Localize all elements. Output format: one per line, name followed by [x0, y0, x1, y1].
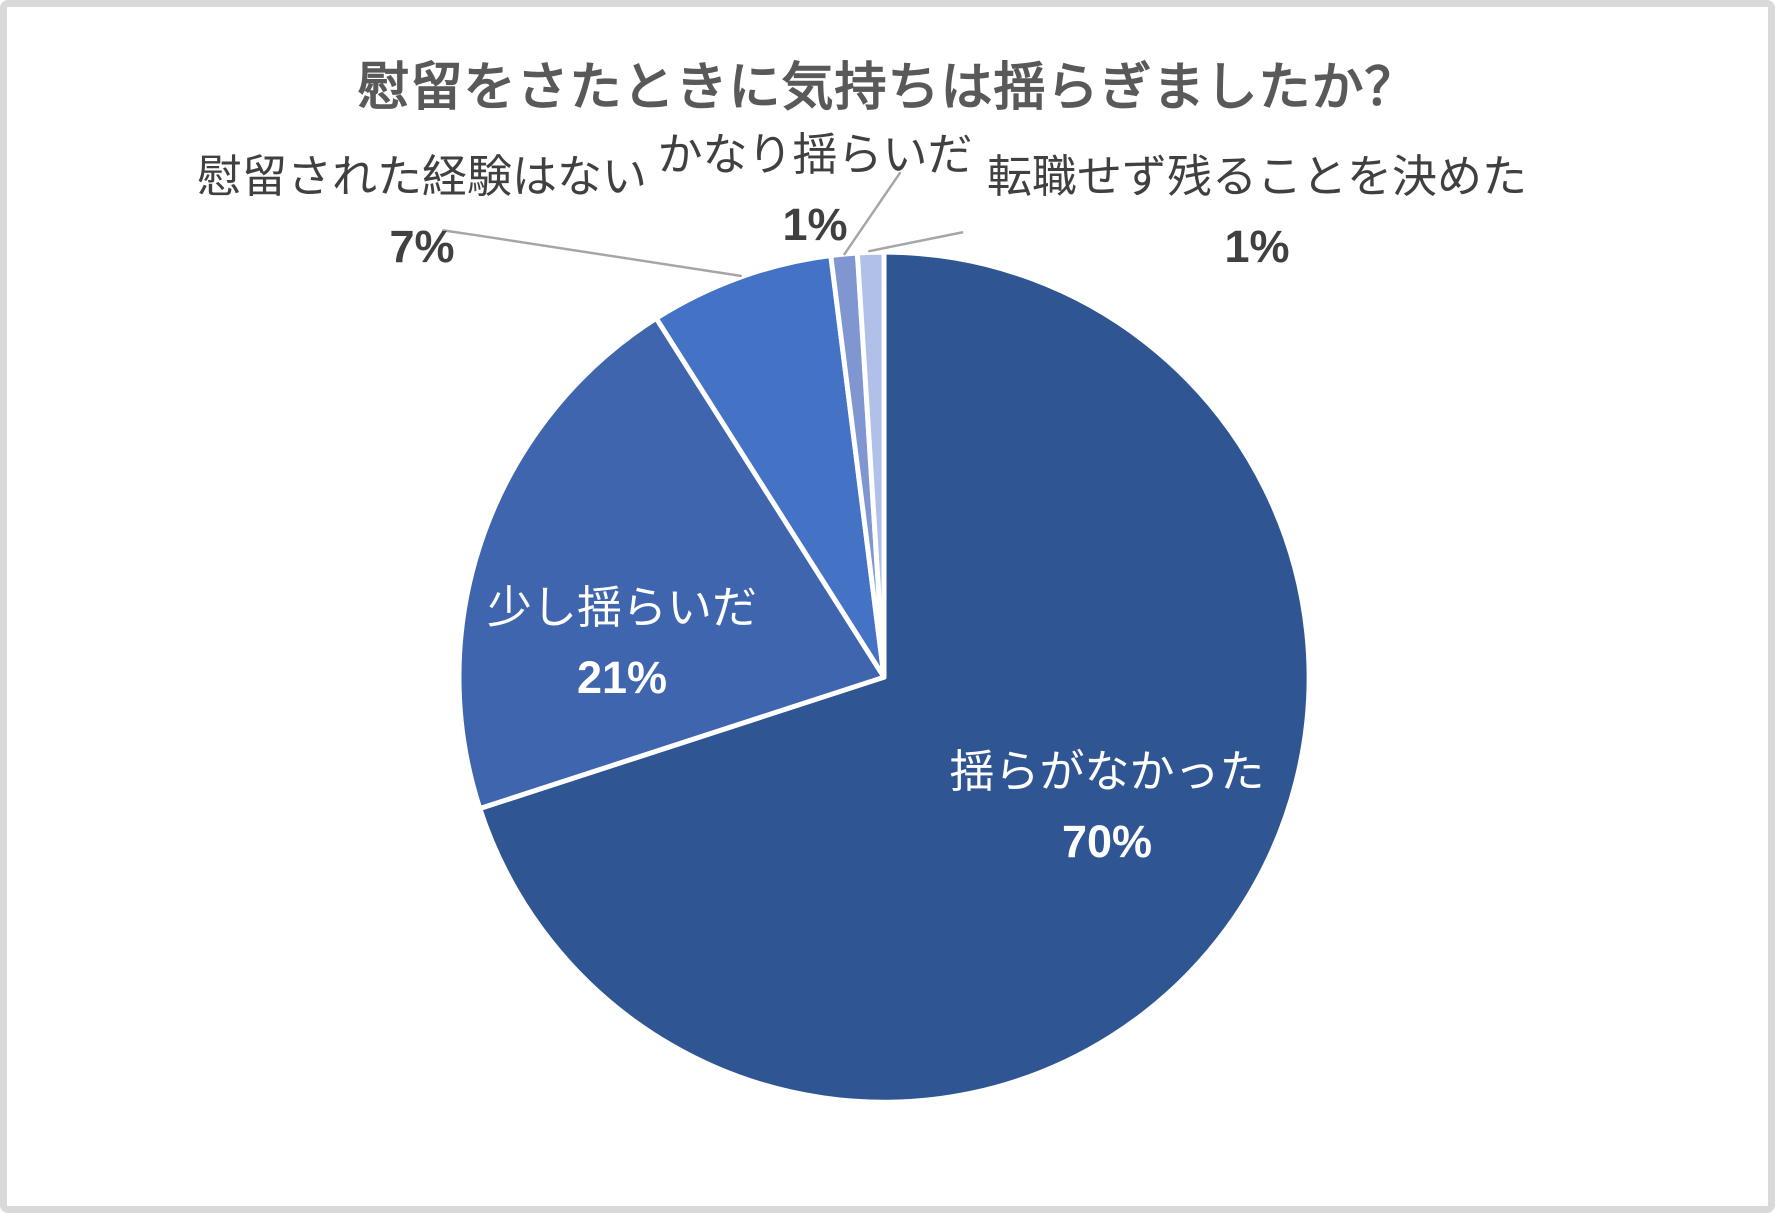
leader-line-no-experience — [441, 229, 742, 278]
callout-no-experience-value: 7% — [389, 221, 455, 272]
callout-decided-to-stay-label: 転職せず残ることを決めた — [986, 151, 1528, 202]
inside-label-did-not-waver: 揺らがなかった 70% — [949, 737, 1264, 877]
inside-label-did-not-waver-label: 揺らがなかった — [949, 746, 1265, 797]
leader-line-wavered-a-lot — [843, 171, 902, 256]
callout-wavered-a-lot-label: かなり揺らいだ — [657, 129, 973, 180]
leader-line-decided-to-stay — [867, 231, 964, 253]
inside-label-wavered-little-label: 少し揺らいだ — [486, 582, 758, 633]
inside-label-did-not-waver-value: 70% — [1061, 816, 1153, 867]
callout-wavered-a-lot-value: 1% — [782, 199, 848, 250]
pie-slice-0 — [477, 249, 1312, 1105]
callout-decided-to-stay: 転職せず残ることを決めた 1% — [987, 142, 1527, 282]
chart-title: 慰留をさたときに気持ちは揺らぎましたか？ — [357, 59, 1418, 117]
callout-wavered-a-lot: かなり揺らいだ 1% — [657, 120, 972, 260]
pie-chart — [441, 171, 1312, 1105]
callout-no-experience: 慰留された経験はない 7% — [197, 142, 647, 282]
pie-slice-1 — [456, 315, 887, 811]
pie-slices — [456, 249, 1312, 1105]
leader-lines — [441, 171, 964, 278]
inside-label-wavered-little: 少し揺らいだ 21% — [487, 573, 757, 713]
callout-no-experience-label: 慰留された経験はない — [196, 151, 648, 202]
pie-slice-4 — [854, 249, 887, 680]
inside-label-wavered-little-value: 21% — [576, 652, 668, 703]
callout-decided-to-stay-value: 1% — [1224, 221, 1290, 272]
pie-slice-2 — [653, 253, 887, 680]
